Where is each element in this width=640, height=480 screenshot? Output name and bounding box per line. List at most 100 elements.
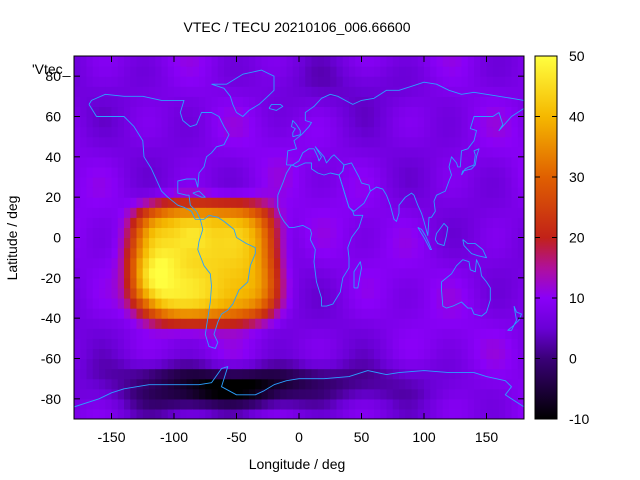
heatmap-cell <box>149 328 156 339</box>
heatmap-cell <box>174 136 181 148</box>
heatmap-cell <box>86 237 94 249</box>
heatmap-cell <box>361 106 369 118</box>
heatmap-cell <box>411 298 419 309</box>
heatmap-cell <box>442 86 450 97</box>
heatmap-cell <box>117 126 125 138</box>
heatmap-cell <box>111 398 119 410</box>
heatmap-cell <box>192 348 200 360</box>
heatmap-cell <box>149 56 156 67</box>
heatmap-cell <box>336 338 344 350</box>
heatmap-cell <box>311 166 319 178</box>
heatmap-cell <box>224 146 231 158</box>
heatmap-cell <box>342 106 350 118</box>
heatmap-cell <box>380 388 388 400</box>
heatmap-cell <box>249 338 256 350</box>
heatmap-cell <box>217 227 225 239</box>
heatmap-cell <box>249 408 256 419</box>
heatmap-cell <box>492 217 500 229</box>
heatmap-cell <box>92 86 100 97</box>
heatmap-cell <box>317 187 325 198</box>
heatmap-cell <box>386 126 394 138</box>
heatmap-cell <box>105 358 113 370</box>
heatmap-cell <box>380 287 388 299</box>
heatmap-cell <box>274 126 281 138</box>
heatmap-cell <box>117 146 125 158</box>
heatmap-cell <box>124 267 131 279</box>
heatmap-cell <box>474 116 481 128</box>
heatmap-cell <box>255 96 263 108</box>
heatmap-cell <box>499 116 506 128</box>
heatmap-cell <box>230 66 238 77</box>
heatmap-cell <box>174 106 181 118</box>
heatmap-cell <box>399 197 406 208</box>
heatmap-cell <box>299 328 306 339</box>
heatmap-cell <box>480 358 488 370</box>
heatmap-cell <box>305 338 313 350</box>
heatmap-cell <box>86 66 94 77</box>
heatmap-cell <box>230 86 238 97</box>
heatmap-cell <box>99 56 106 67</box>
heatmap-cell <box>505 76 513 87</box>
heatmap-cell <box>480 177 488 188</box>
heatmap-cell <box>230 96 238 108</box>
heatmap-cell <box>349 116 356 128</box>
heatmap-cell <box>180 197 188 208</box>
heatmap-cell <box>386 76 394 87</box>
heatmap-cell <box>86 277 94 289</box>
heatmap-cell <box>130 287 138 299</box>
heatmap-cell <box>505 267 513 279</box>
heatmap-cell <box>161 217 169 229</box>
heatmap-cell <box>324 227 331 239</box>
heatmap-cell <box>280 338 288 350</box>
heatmap-cell <box>205 146 213 158</box>
heatmap-cell <box>399 358 406 370</box>
heatmap-cell <box>217 318 225 329</box>
heatmap-cell <box>317 197 325 208</box>
heatmap-cell <box>411 237 419 249</box>
heatmap-cell <box>511 156 519 168</box>
heatmap-cell <box>324 267 331 279</box>
heatmap-cell <box>192 237 200 249</box>
heatmap-cell <box>349 318 356 329</box>
heatmap-cell <box>517 96 524 108</box>
heatmap-cell <box>311 267 319 279</box>
heatmap-cell <box>311 56 319 67</box>
heatmap-cell <box>249 197 256 208</box>
heatmap-cell <box>336 227 344 239</box>
heatmap-cell <box>274 388 281 400</box>
heatmap-cell <box>392 166 400 178</box>
heatmap-cell <box>317 56 325 67</box>
heatmap-cell <box>99 187 106 198</box>
heatmap-cell <box>192 378 200 390</box>
heatmap-cell <box>274 76 281 87</box>
heatmap-cell <box>174 287 181 299</box>
heatmap-cell <box>92 76 100 87</box>
heatmap-cell <box>424 217 431 229</box>
heatmap-cell <box>311 348 319 360</box>
heatmap-cell <box>392 227 400 239</box>
heatmap-cell <box>336 207 344 218</box>
heatmap-cell <box>136 187 144 198</box>
heatmap-cell <box>261 368 269 380</box>
heatmap-cell <box>417 318 425 329</box>
heatmap-cell <box>299 247 306 259</box>
heatmap-cell <box>86 96 94 108</box>
heatmap-cell <box>405 257 413 269</box>
heatmap-cell <box>249 368 256 380</box>
heatmap-cell <box>267 146 275 158</box>
heatmap-cell <box>130 156 138 168</box>
heatmap-cell <box>99 348 106 360</box>
heatmap-cell <box>224 76 231 87</box>
heatmap-cell <box>261 207 269 218</box>
heatmap-cell <box>461 116 469 128</box>
heatmap-cell <box>436 287 444 299</box>
heatmap-cell <box>305 56 313 67</box>
heatmap-cell <box>399 86 406 97</box>
heatmap-cell <box>74 267 81 279</box>
heatmap-cell <box>442 166 450 178</box>
heatmap-cell <box>205 328 213 339</box>
heatmap-cell <box>249 227 256 239</box>
heatmap-cell <box>130 378 138 390</box>
heatmap-cell <box>261 76 269 87</box>
heatmap-cell <box>180 136 188 148</box>
